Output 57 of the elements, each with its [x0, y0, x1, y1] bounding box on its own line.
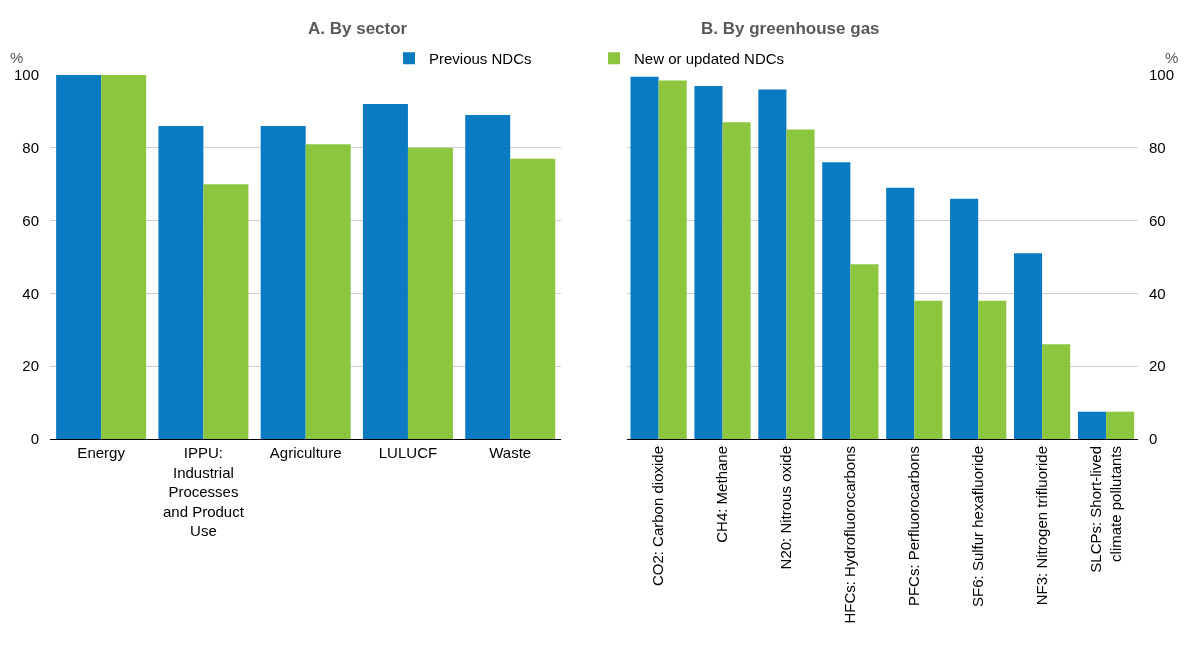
- y-axis-title: %: [1165, 49, 1179, 66]
- chart-title: A. By sector: [308, 19, 408, 38]
- x-tick-label: PFCs: Perfluorocarbons: [905, 446, 923, 607]
- y-tick-label: 40: [1149, 284, 1166, 302]
- x-tick-label: Waste: [489, 444, 532, 461]
- bar: [758, 89, 787, 439]
- bar: [658, 80, 687, 439]
- x-tick-label: LULUCF: [378, 444, 438, 461]
- chart-title: B. By greenhouse gas: [701, 19, 880, 38]
- bar: [510, 158, 556, 439]
- bar: [203, 184, 249, 439]
- y-tick-label: 0: [1149, 430, 1158, 448]
- bar: [158, 125, 204, 439]
- bar: [465, 115, 511, 439]
- x-tick-label: NF3: Nitrogen trifluoride: [1032, 446, 1050, 606]
- x-tick-label: CH4: Methane: [713, 446, 731, 543]
- bar: [950, 198, 979, 439]
- x-tick-label: HFCs: Hydrofluorocarbons: [841, 446, 859, 624]
- x-tick-label: SF6: Sulfur hexafluoride: [969, 446, 987, 607]
- y-tick-label: 20: [22, 357, 39, 375]
- y-tick-label: 20: [1149, 357, 1166, 375]
- y-tick-label: 100: [1149, 66, 1175, 84]
- legend-label: Previous NDCs: [429, 50, 532, 68]
- bar: [630, 76, 659, 439]
- y-tick-label: 100: [13, 66, 39, 84]
- y-tick-label: 0: [30, 430, 39, 448]
- bar: [914, 300, 943, 439]
- bar: [1077, 411, 1107, 439]
- bar: [786, 129, 815, 439]
- bar: [978, 300, 1007, 439]
- bar: [1042, 344, 1071, 439]
- y-tick-label: 60: [1149, 211, 1166, 229]
- legend-label: New or updated NDCs: [634, 50, 785, 68]
- x-tick-label: CO2: Carbon dioxide: [649, 446, 667, 587]
- y-tick-label: 80: [22, 139, 39, 157]
- x-tick-label: SLCPs: Short-lived climate pollutants: [1087, 446, 1124, 573]
- y-tick-label: 60: [22, 211, 39, 229]
- bar: [305, 144, 351, 439]
- bar: [886, 187, 915, 439]
- bar: [822, 162, 851, 439]
- bar: [1106, 411, 1135, 439]
- y-tick-label: 80: [1149, 139, 1166, 157]
- x-tick-label: N20: Nitrous oxide: [777, 446, 795, 570]
- bar: [1014, 253, 1043, 439]
- bar: [56, 75, 102, 439]
- bar: [362, 104, 408, 439]
- y-axis-title: %: [10, 49, 24, 66]
- bar: [694, 85, 723, 439]
- x-tick-label: Agriculture: [269, 444, 342, 461]
- y-tick-label: 40: [22, 284, 39, 302]
- bar: [407, 147, 453, 439]
- bar: [850, 264, 879, 439]
- bar: [260, 125, 306, 439]
- x-tick-label: IPPU: Industrial Processes and Product Use: [162, 444, 245, 539]
- bar: [722, 122, 751, 439]
- x-tick-label: Energy: [77, 444, 126, 461]
- bar: [101, 75, 147, 439]
